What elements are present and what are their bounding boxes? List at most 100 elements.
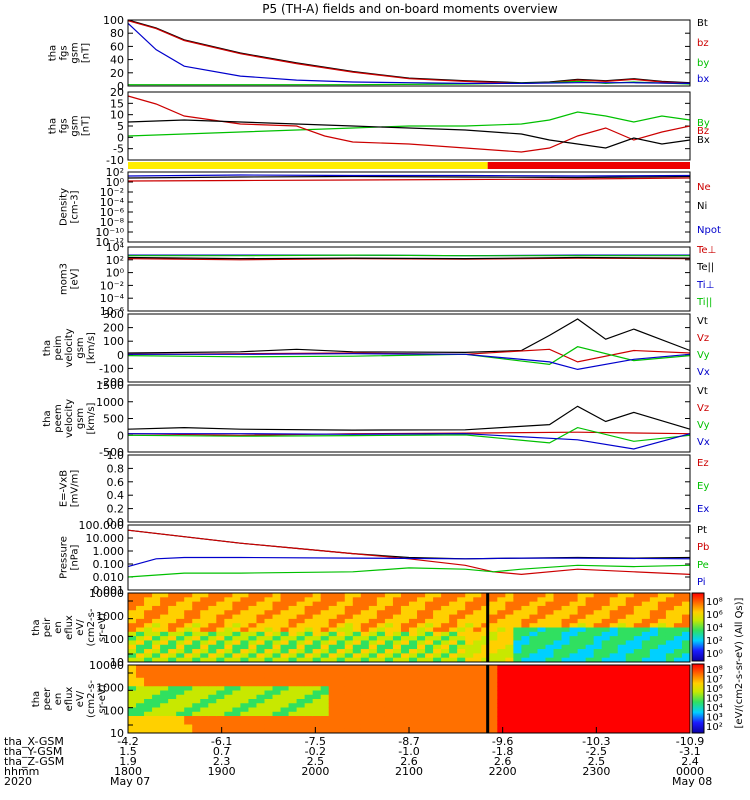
heatmap-cell [473,627,482,633]
heatmap-cell [529,716,538,721]
heatmap-cell [625,694,635,700]
heatmap-cell [352,649,362,654]
heatmap-cell [537,649,546,654]
legend-Pe: Pe [697,560,709,571]
heatmap-cell [336,597,346,603]
heatmap-cell [449,605,458,611]
heatmap-cell [144,610,153,616]
heatmap-cell [545,657,555,663]
heatmap-cell [392,631,402,637]
heatmap-cell [352,644,362,650]
heatmap-cell [256,644,265,650]
heatmap-cell [216,677,225,683]
ytick-label: 10⁰ [106,267,125,280]
heatmap-cell [497,728,506,734]
heatmap-cell [425,665,434,670]
heatmap-cell [529,597,538,603]
heatmap-cell [585,610,595,616]
heatmap-cell [392,724,402,730]
heatmap-cell [609,653,619,659]
axis-label: [cm-3] [70,190,81,223]
heatmap-cell [208,644,217,650]
heatmap-cell [304,623,314,628]
heatmap-cell [144,636,153,641]
heatmap-cell [376,640,386,646]
heatmap-cell [168,690,177,696]
heatmap-cell [400,690,410,696]
heatmap-cell [449,703,458,708]
ytick-label: 10⁻² [100,279,124,292]
heatmap-cell [272,593,282,598]
heatmap-cell [473,707,482,713]
heatmap-cell [417,631,426,637]
heatmap-cell [296,716,306,721]
heatmap-cell [344,728,354,734]
heatmap-cell [256,605,265,611]
heatmap-cell [184,690,193,696]
heatmap-cell [585,703,595,708]
heatmap-cell [304,673,314,679]
xtick-value: 2000 [301,765,329,778]
heatmap-cell [376,682,386,687]
heatmap-cell [481,677,490,683]
heatmap-cell [360,677,370,683]
heatmap-cell [288,618,298,624]
heatmap-cell [505,677,514,683]
heatmap-cell [320,618,330,624]
heatmap-cell [417,610,426,616]
heatmap-cell [545,665,555,670]
legend-Te⊥: Te⊥ [696,245,716,256]
heatmap-peer-en-eflux [128,665,691,734]
heatmap-cell [160,703,169,708]
heatmap-cell [208,597,217,603]
heatmap-cell [152,593,161,598]
heatmap-cell [248,610,257,616]
heatmap-cell [641,724,651,730]
heatmap-cell [545,636,555,641]
heatmap-cell [409,665,418,670]
heatmap-cell [216,699,225,704]
heatmap-cell [328,707,338,713]
axis-label: eV/ [75,619,86,636]
heatmap-cell [449,614,458,620]
heatmap-cell [609,716,619,721]
heatmap-cell [417,694,426,700]
heatmap-cell [561,682,571,687]
heatmap-cell [409,703,418,708]
heatmap-cell [232,657,241,663]
heatmap-cell [521,627,530,633]
heatmap-cell [681,605,691,611]
heatmap-cell [384,597,394,603]
heatmap-cell [553,614,563,620]
heatmap-cell [288,699,298,704]
heatmap-cell [328,694,338,700]
heatmap-cell [625,707,635,713]
heatmap-cell [537,631,546,637]
heatmap-cell [360,682,370,687]
axis-label: gsm [70,115,81,136]
heatmap-cell [248,601,257,607]
heatmap-cell [521,699,530,704]
xtick-value: 2.3 [213,755,231,768]
heatmap-cell [465,623,474,628]
heatmap-cell [400,724,410,730]
heatmap-cell [625,682,635,687]
heatmap-cell [545,699,555,704]
colorbar-label: [eV/(cm2-s-sr-eV) (All Qs)] [734,597,745,728]
heatmap-cell [681,677,691,683]
heatmap-cell [545,649,555,654]
colorbar-tick: 10⁴ [706,623,723,634]
legend-Ti⊥: Ti⊥ [696,280,714,291]
heatmap-cell [392,618,402,624]
heatmap-cell [384,703,394,708]
heatmap-cell [288,707,298,713]
heatmap-cell [441,657,450,663]
heatmap-cell [577,728,587,734]
heatmap-cell [280,605,290,611]
heatmap-cell [585,593,595,598]
axis-label: peim [53,335,64,360]
heatmap-cell [569,728,579,734]
heatmap-cell [449,707,458,713]
heatmap-cell [232,703,241,708]
